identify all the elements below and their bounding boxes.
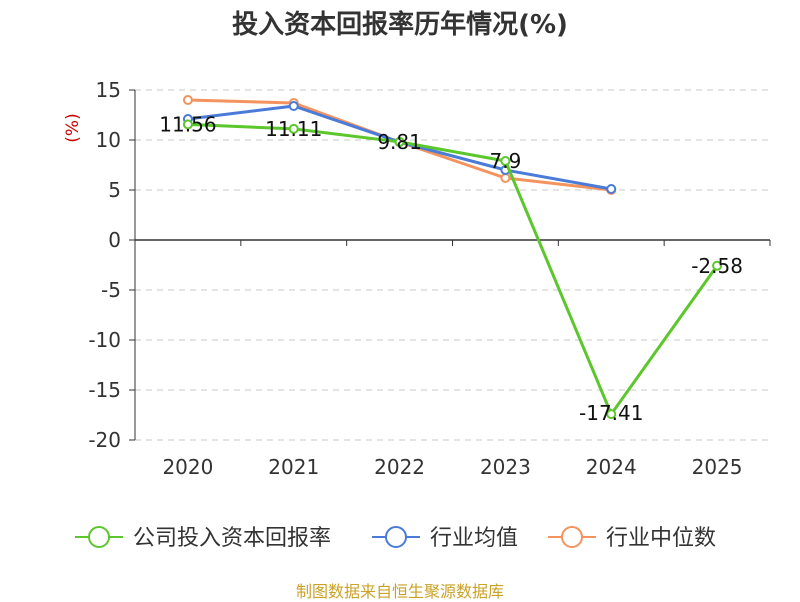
data-label: -2.58 [691, 254, 743, 278]
x-tick-label: 2024 [586, 455, 637, 479]
y-tick-label: 0 [108, 228, 121, 252]
data-labels: 11.56 11.11 9.81 7.9 -17.41 -2.58 [159, 112, 743, 425]
data-label: 9.81 [377, 130, 422, 154]
source-note: 制图数据来自恒生聚源数据库 [295, 582, 504, 601]
legend-swatch-marker [88, 526, 110, 548]
data-point [288, 123, 299, 134]
data-point [606, 409, 617, 420]
y-tick-label: -5 [101, 278, 121, 302]
legend-label: 行业中位数 [606, 526, 716, 551]
legend-label: 公司投入资本回报率 [133, 526, 331, 551]
data-point [288, 101, 299, 111]
data-point [182, 119, 193, 130]
legend-swatch-marker [385, 526, 407, 548]
series [182, 95, 723, 420]
y-axis-label: (%) [63, 113, 83, 142]
data-label: 11.11 [265, 117, 322, 141]
x-tick-label: 2021 [268, 455, 319, 479]
chart-title: 投入资本回报率历年情况(%) [232, 10, 568, 40]
y-tick-label: 5 [108, 178, 121, 202]
x-tick-label: 2023 [480, 455, 531, 479]
axes: 15 10 5 0 -5 -10 -15 -20 2020 2021 2022 2023 2024 202… [63, 78, 771, 479]
y-tick-label: -20 [88, 428, 121, 452]
y-tick-label: -15 [88, 378, 121, 402]
legend-label: 行业均值 [430, 526, 518, 551]
grid-lines [135, 89, 770, 441]
data-label: 11.56 [159, 112, 216, 136]
legend: 公司投入资本回报率 行业均值 行业中位数 [75, 526, 716, 551]
x-tick-label: 2022 [374, 455, 425, 479]
legend-swatch-marker [561, 526, 583, 548]
x-tick-label: 2020 [162, 455, 213, 479]
data-point [500, 156, 511, 166]
data-point [606, 184, 617, 194]
data-point [394, 136, 405, 147]
data-point [500, 173, 511, 183]
y-tick-label: 15 [96, 78, 121, 102]
series-line [187, 122, 719, 416]
x-tick-label: 2025 [692, 455, 743, 479]
data-label: 7.9 [490, 149, 522, 173]
data-point [712, 260, 723, 271]
y-tick-label: 10 [96, 128, 121, 152]
y-tick-label: -10 [88, 328, 121, 352]
data-point [182, 95, 193, 105]
data-label: -17.41 [579, 401, 643, 425]
